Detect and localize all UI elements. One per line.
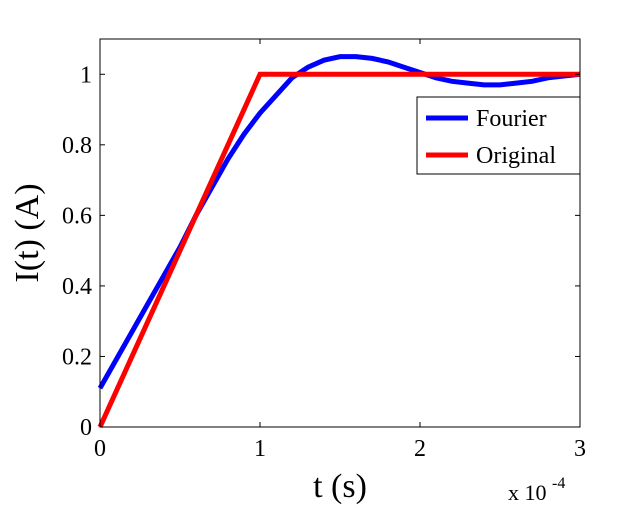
y-tick-label: 0.8 <box>62 133 92 159</box>
y-axis-title: I(t) (A) <box>9 183 46 282</box>
x-multiplier: x 10 -4 <box>508 475 565 505</box>
x-tick-label: 0 <box>94 436 106 462</box>
plot-frame <box>99 38 581 428</box>
x-multiplier-base: x 10 <box>508 480 547 505</box>
legend-box <box>416 96 581 175</box>
series-line-original <box>97 71 580 429</box>
y-tick-label: 1 <box>80 62 92 88</box>
x-tick-label: 3 <box>574 436 586 462</box>
x-axis-title: t (s) <box>313 468 367 505</box>
y-tick-label: 0.2 <box>62 344 92 370</box>
ticks-layer: 0 1 2 3 0 0.2 0.4 0.6 0.8 1 <box>62 39 586 462</box>
x-tick-label: 2 <box>414 436 426 462</box>
legend-label-original: Original <box>476 143 556 169</box>
series-layer <box>97 54 581 429</box>
y-tick-label: 0 <box>80 415 92 441</box>
y-tick-label: 0.6 <box>62 203 92 229</box>
x-tick-label: 1 <box>254 436 266 462</box>
legend: Fourier Original <box>416 96 581 175</box>
y-tick-label: 0.4 <box>62 274 92 300</box>
x-multiplier-exponent: -4 <box>552 475 565 492</box>
legend-label-fourier: Fourier <box>476 106 547 132</box>
